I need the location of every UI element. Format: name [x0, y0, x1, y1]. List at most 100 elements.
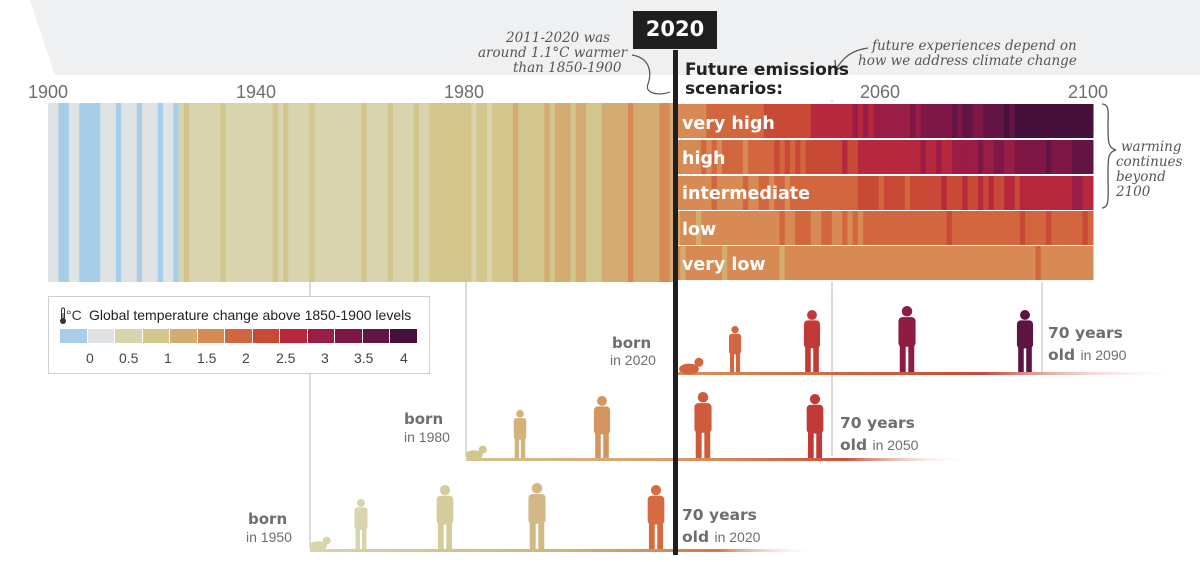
scenario-stripe-2-2078	[978, 176, 984, 210]
scenario-stripe-1-2090	[1040, 140, 1047, 174]
observed-stripe-1996	[549, 103, 556, 282]
scenario-stripe-4-2073	[951, 246, 958, 280]
observed-stripe-1991	[523, 103, 530, 282]
scenario-stripe-4-2076	[967, 246, 974, 280]
timeline-1980	[466, 458, 972, 461]
person-silhouette-baby-1980	[465, 445, 487, 460]
observed-stripe-2010	[622, 103, 629, 282]
scenario-stripe-0-2042	[789, 104, 796, 138]
observed-stripe-1904	[68, 103, 75, 282]
scenario-stripe-4-2060	[884, 246, 890, 280]
scenario-stripe-0-2080	[988, 104, 995, 138]
observed-stripe-1919	[147, 103, 153, 282]
scenario-stripe-2-2092	[1051, 176, 1057, 210]
scenario-stripe-2-2080	[988, 176, 995, 210]
scenario-stripe-2-2035	[753, 176, 760, 210]
legend-swatch-2	[115, 329, 142, 343]
scenario-stripe-0-2071	[941, 104, 948, 138]
scenario-stripe-2-2084	[1009, 176, 1016, 210]
scenario-stripe-0-2074	[957, 104, 963, 138]
scenario-stripe-4-2069	[931, 246, 937, 280]
scenario-stripe-1-2043	[795, 140, 801, 174]
scenario-stripe-3-2058	[873, 211, 880, 245]
scenario-stripe-3-2067	[920, 211, 927, 245]
scenario-stripe-3-2057	[868, 211, 875, 245]
scenario-stripe-2-2083	[1004, 176, 1010, 210]
scenario-stripe-3-2092	[1051, 211, 1057, 245]
observed-stripe-1961	[366, 103, 373, 282]
observed-stripe-1917	[136, 103, 143, 282]
legend-swatch-12	[390, 329, 417, 343]
scenario-stripe-2-2028	[716, 176, 723, 210]
scenario-stripe-2-2097	[1077, 176, 1084, 210]
scenario-stripe-0-2053	[847, 104, 854, 138]
scenario-stripe-1-2035	[753, 140, 760, 174]
scenario-stripe-4-2023	[690, 246, 697, 280]
axis-year-1940: 1940	[236, 82, 277, 102]
scenario-stripe-1-2039	[774, 140, 780, 174]
observed-stripe-1970	[413, 103, 420, 282]
person-silhouette-adult-1950	[436, 485, 454, 549]
scenario-stripe-1-2029	[722, 140, 728, 174]
scenario-stripe-3-2036	[758, 211, 765, 245]
scenario-stripe-0-2031	[732, 104, 739, 138]
scenario-stripe-2-2098	[1082, 176, 1089, 210]
scenario-stripe-4-2087	[1025, 246, 1031, 280]
scenario-stripe-3-2031	[732, 211, 739, 245]
scenario-stripe-3-2085	[1014, 211, 1021, 245]
observed-stripe-1910	[100, 103, 106, 282]
observed-stripe-1969	[408, 103, 415, 282]
scenario-stripe-2-2071	[941, 176, 948, 210]
scenario-stripe-2-2077	[972, 176, 979, 210]
scenario-stripe-3-2024	[695, 211, 702, 245]
scenario-stripe-4-2071	[941, 246, 948, 280]
scenario-stripe-2-2024	[695, 176, 702, 210]
observed-stripe-1949	[304, 103, 310, 282]
scenario-stripe-3-2027	[711, 211, 718, 245]
observed-stripe-1943	[272, 103, 279, 282]
observed-stripe-2009	[617, 103, 624, 282]
scenario-stripe-2-2069	[931, 176, 937, 210]
observed-stripe-1988	[507, 103, 514, 282]
legend-title: Global temperature change above 1850-190…	[89, 307, 412, 323]
scenario-stripe-4-2039	[774, 246, 780, 280]
scenario-stripe-0-2058	[873, 104, 880, 138]
scenario-stripe-1-2075	[962, 140, 969, 174]
scenario-stripe-2-2047	[816, 176, 822, 210]
scenario-stripe-4-2091	[1045, 246, 1052, 280]
observed-stripe-1908	[89, 103, 96, 282]
scenario-stripe-4-2084	[1009, 246, 1016, 280]
scenario-stripe-3-2047	[816, 211, 822, 245]
scenario-stripe-1-2060	[884, 140, 890, 174]
scenario-stripe-0-2045	[805, 104, 812, 138]
scenario-stripe-0-2038	[769, 104, 775, 138]
observed-stripe-1989	[513, 103, 519, 282]
scenario-stripe-4-2088	[1030, 246, 1037, 280]
scenario-label-intermediate: intermediate	[682, 184, 810, 204]
scenario-stripe-4-2048	[821, 246, 828, 280]
legend-swatch-6	[225, 329, 252, 343]
scenario-stripe-1-2032	[737, 140, 744, 174]
scenario-stripe-0-2085	[1014, 104, 1021, 138]
scenario-stripe-4-2031	[732, 246, 739, 280]
scenario-stripe-4-2028	[716, 246, 723, 280]
scenario-stripe-3-2028	[716, 211, 723, 245]
scenario-stripe-4-2035	[753, 246, 760, 280]
scenario-stripe-4-2038	[769, 246, 775, 280]
observed-stripe-1995	[544, 103, 551, 282]
observed-stripe-1932	[215, 103, 221, 282]
scenario-stripe-2-2055	[857, 176, 864, 210]
timeline-2020	[676, 372, 1186, 375]
scenario-stripe-0-2035	[753, 104, 760, 138]
scenario-stripe-0-2093	[1056, 104, 1063, 138]
scenario-stripe-4-2090	[1040, 246, 1047, 280]
born-1950-year: in 1950	[246, 529, 292, 545]
scenario-stripe-3-2062	[894, 211, 901, 245]
scenario-stripe-4-2059	[878, 246, 885, 280]
scenario-stripe-3-2032	[737, 211, 744, 245]
scenario-stripe-1-2023	[690, 140, 697, 174]
scenario-stripe-2-2067	[920, 176, 927, 210]
scenario-stripe-0-2097	[1077, 104, 1084, 138]
scenario-stripe-1-2077	[972, 140, 979, 174]
scenario-stripe-1-2092	[1051, 140, 1057, 174]
